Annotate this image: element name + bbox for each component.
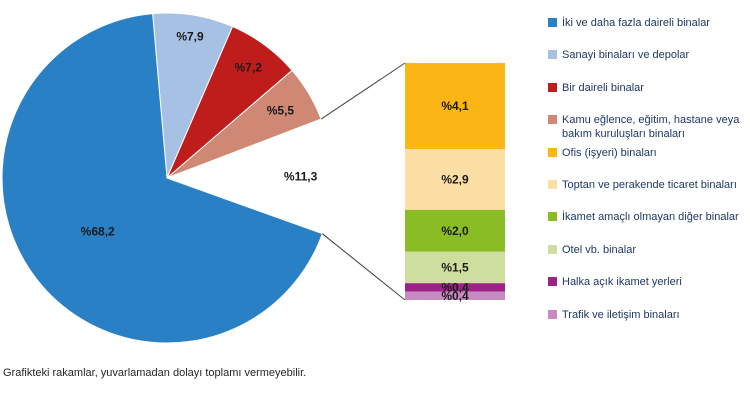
legend-item-2: Bir daireli binalar xyxy=(548,81,740,113)
legend-swatch-icon xyxy=(548,147,557,157)
legend-label: Halka açık ikamet yerleri xyxy=(562,276,682,289)
legend-label: Trafik ve iletişim binaları xyxy=(562,308,680,321)
legend-item-1: Sanayi binaları ve depolar xyxy=(548,48,740,80)
legend-label: İki ve daha fazla daireli binalar xyxy=(562,17,710,29)
legend-swatch-icon xyxy=(548,179,557,189)
bar-label-1: %2,9 xyxy=(441,172,469,186)
pie-slice-3 xyxy=(165,118,333,235)
pie-label-1: %7,2 xyxy=(235,61,263,75)
legend-swatch-icon xyxy=(548,115,557,125)
legend-swatch-icon xyxy=(548,277,557,287)
legend-item-7: Otel vb. binalar xyxy=(548,243,740,275)
pie-label-0: %7,9 xyxy=(176,29,204,43)
legend-item-9: Trafik ve iletişim binaları xyxy=(548,308,740,340)
bar-label-2: %2,0 xyxy=(441,224,469,238)
legend-label: Sanayi binaları ve depolar xyxy=(562,49,690,62)
bar-label-0: %4,1 xyxy=(441,99,469,113)
legend-swatch-icon xyxy=(548,82,557,92)
legend-label: Bir daireli binalar xyxy=(562,81,644,94)
legend-item-3: Kamu eğlence, eğitim, hastane veya bakım… xyxy=(548,113,740,145)
bar-of-pie-chart: %7,9 %7,2 %5,5 %11,3 %68,2 %4,1 %2,9 %2,0 %1,5 %0… xyxy=(1,12,505,344)
legend-swatch-icon xyxy=(548,309,557,319)
legend-swatch-icon xyxy=(548,244,557,254)
legend-label: Ofis (işyeri) binaları xyxy=(562,146,657,159)
legend-item-0: İki ve daha fazla daireli binalar xyxy=(548,16,740,48)
bar-segment-2 xyxy=(405,209,505,252)
legend-label: Kamu eğlence, eğitim, hastane veya bakım… xyxy=(562,114,740,141)
chart-footnote: Grafikteki rakamlar, yuvarlamadan dolayı… xyxy=(3,367,307,379)
chart-legend: İki ve daha fazla daireli binalar Sanayi … xyxy=(548,16,740,340)
legend-item-5: Toptan ve perakende ticaret binaları xyxy=(548,178,740,210)
bar-label-5: %0,4 xyxy=(441,289,469,303)
connector-line-top xyxy=(320,62,406,120)
legend-label: Otel vb. binalar xyxy=(562,243,636,256)
pie-label-3: %11,3 xyxy=(284,170,318,184)
legend-swatch-icon xyxy=(548,50,557,60)
legend-swatch-icon xyxy=(548,18,557,27)
bar-label-4: %0,4 xyxy=(441,280,469,294)
pie-slice-4 xyxy=(1,13,323,344)
legend-item-6: İkamet amaçlı olmayan diğer binalar xyxy=(548,210,740,242)
legend-item-4: Ofis (işyeri) binaları xyxy=(548,146,740,178)
bar-segment-5 xyxy=(405,291,505,300)
connector-line-bottom xyxy=(322,233,406,301)
pie-label-4: %68,2 xyxy=(81,224,115,238)
legend-swatch-icon xyxy=(548,212,557,222)
legend-item-8: Halka açık ikamet yerleri xyxy=(548,275,740,307)
bar-segment-1 xyxy=(405,148,505,210)
legend-label: Toptan ve perakende ticaret binaları xyxy=(562,178,737,191)
bar-segment-3 xyxy=(405,251,505,284)
pie-label-2: %5,5 xyxy=(267,103,295,117)
bar-label-3: %1,5 xyxy=(441,261,469,275)
legend-label: İkamet amaçlı olmayan diğer binalar xyxy=(562,211,739,224)
bar-segment-0 xyxy=(405,63,505,149)
bar-segment-4 xyxy=(405,283,505,292)
